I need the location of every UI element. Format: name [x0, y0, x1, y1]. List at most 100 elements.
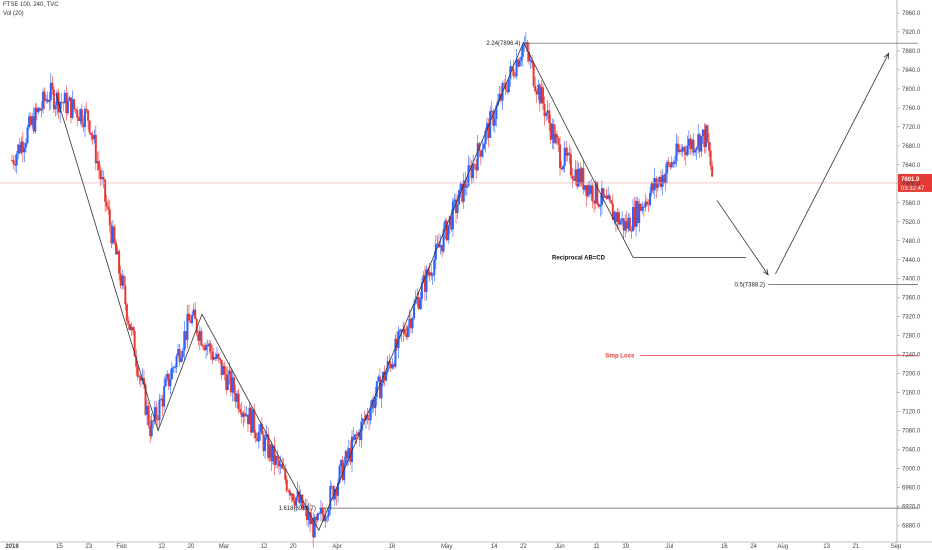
candle-body — [375, 381, 378, 397]
candle-body — [338, 466, 341, 483]
candle-body — [694, 150, 697, 153]
y-tick-label: 7000.0 — [902, 467, 921, 473]
y-tick-label: 6960.0 — [902, 486, 921, 492]
candle-body — [451, 201, 454, 230]
candle-body — [40, 108, 43, 111]
x-tick-label: Mar — [219, 544, 229, 550]
last-price-countdown: 03:32:47 — [901, 186, 925, 192]
candle-body — [583, 185, 586, 190]
candle-body — [479, 150, 482, 157]
x-tick-label: 23 — [85, 544, 92, 550]
candle-body — [273, 445, 276, 465]
candle-body — [683, 147, 686, 152]
candle-body — [493, 118, 496, 126]
y-tick-label: 7160.0 — [902, 391, 921, 397]
candle-body — [503, 83, 506, 84]
candle-body — [405, 333, 408, 338]
candle-body — [226, 374, 229, 390]
candle-body — [419, 299, 422, 309]
x-tick-label: 16 — [721, 544, 728, 550]
candle-body — [554, 134, 557, 144]
candle-body — [538, 84, 541, 104]
candle-body — [66, 100, 69, 114]
candle-body — [52, 89, 55, 110]
candle-body — [690, 139, 693, 150]
y-tick-label: 7800.0 — [902, 87, 921, 93]
candle-body — [392, 364, 395, 367]
x-tick-label: 12 — [261, 544, 268, 550]
candle-body — [591, 185, 594, 201]
x-tick-label: 12 — [158, 544, 165, 550]
x-tick-label: Jul — [666, 544, 674, 550]
candle-body — [341, 459, 344, 481]
candle-body — [604, 195, 607, 198]
candle-body — [220, 359, 223, 375]
candle-body — [652, 182, 655, 191]
candle-body — [371, 399, 374, 409]
candle-body — [12, 160, 15, 164]
candle-body — [486, 123, 489, 131]
candle-body — [400, 329, 403, 333]
candle-body — [155, 407, 158, 420]
candle-body — [236, 393, 239, 402]
chart-title: FTSE 100, 240, TVC — [3, 2, 59, 8]
candle-body — [191, 315, 194, 323]
candle-body — [611, 203, 614, 220]
candle-body — [680, 149, 683, 152]
candle-body — [622, 218, 625, 231]
candle-body — [677, 143, 680, 153]
candle-body — [352, 436, 355, 440]
y-tick-label: 7440.0 — [902, 258, 921, 264]
candle-body — [431, 275, 434, 277]
candle-body — [448, 216, 451, 225]
candle-body — [32, 116, 35, 132]
candle-body — [526, 42, 529, 52]
candle-body — [290, 493, 293, 496]
candle-body — [482, 144, 485, 150]
candle-body — [455, 199, 458, 213]
candle-body — [414, 300, 417, 304]
candle-body — [166, 373, 169, 379]
candle-body — [441, 245, 444, 252]
candle-body — [257, 431, 260, 442]
candle-body — [161, 398, 164, 407]
candle-body — [132, 327, 135, 331]
candle-body — [189, 320, 192, 323]
candle-body — [543, 103, 546, 117]
indicator-label[interactable]: Vol (20) — [3, 11, 24, 17]
candle-body — [160, 398, 163, 400]
candle-body — [17, 144, 20, 154]
candle-body — [656, 182, 659, 188]
candle-body — [105, 201, 108, 207]
y-tick-label: 7120.0 — [902, 410, 921, 416]
y-tick-label: 7480.0 — [902, 239, 921, 245]
candle-body — [82, 123, 85, 128]
x-tick-label: May — [441, 544, 452, 550]
candle-body — [465, 186, 468, 188]
candle-body — [627, 217, 630, 229]
candle-body — [181, 350, 184, 358]
candle-body — [116, 250, 119, 255]
candle-body — [329, 486, 332, 510]
candle-body — [571, 175, 574, 180]
candle-body — [136, 366, 139, 378]
x-tick-label: 11 — [593, 544, 600, 550]
candle-body — [593, 200, 596, 204]
candle-body — [194, 309, 197, 320]
candle-body — [687, 138, 690, 146]
candle-body — [551, 124, 554, 140]
candle-body — [521, 44, 524, 57]
candle-body — [574, 169, 577, 181]
candle-body — [88, 120, 91, 133]
candle-body — [458, 189, 461, 205]
candle-body — [184, 331, 187, 340]
candle-body — [383, 371, 386, 381]
x-tick-label: Jun — [555, 544, 565, 550]
candle-body — [515, 59, 518, 77]
candle-body — [596, 181, 599, 205]
candle-body — [183, 331, 186, 351]
candle-body — [569, 154, 572, 176]
candle-body — [576, 169, 579, 187]
candle-body — [659, 177, 662, 187]
